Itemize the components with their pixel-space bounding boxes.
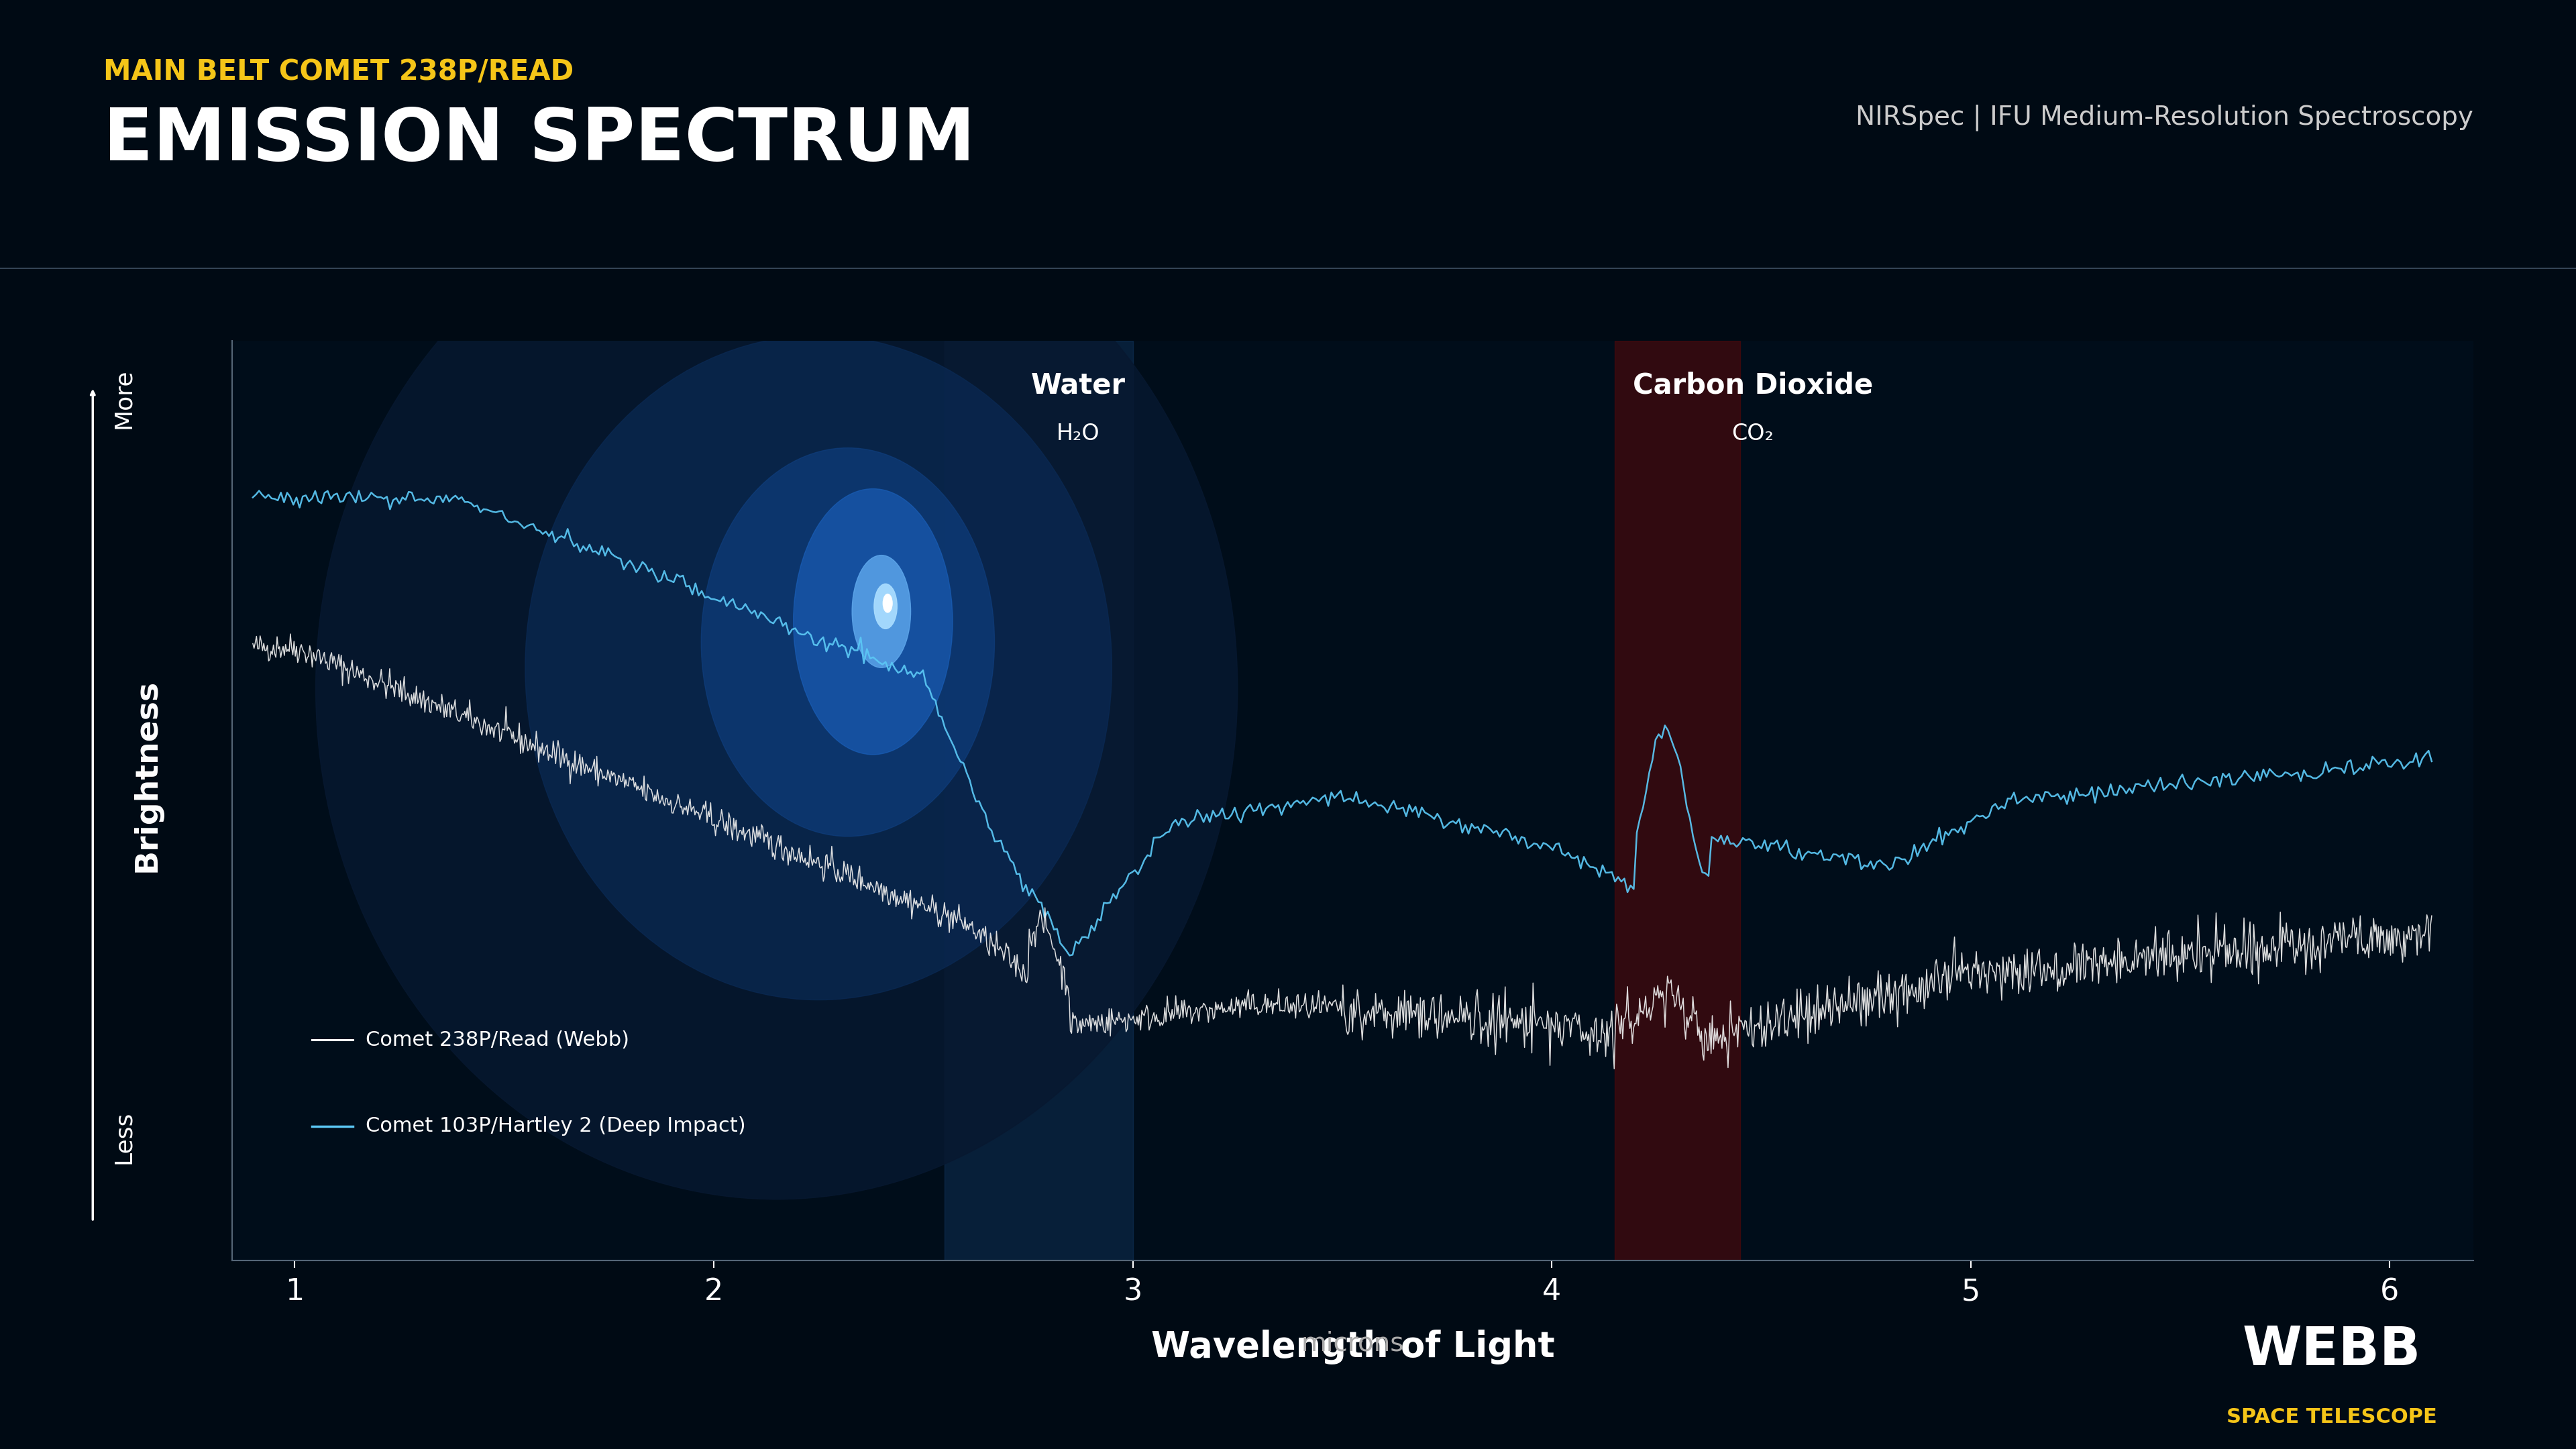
Ellipse shape xyxy=(853,555,909,668)
Text: WEBB: WEBB xyxy=(2241,1324,2421,1377)
Bar xyxy=(943,341,1133,1261)
Text: Water: Water xyxy=(1030,371,1126,400)
Text: Carbon Dioxide: Carbon Dioxide xyxy=(1633,371,1873,400)
Text: Less: Less xyxy=(113,1111,134,1164)
Text: CO₂: CO₂ xyxy=(1731,423,1772,445)
Bar xyxy=(1615,341,1739,1261)
Text: H₂O: H₂O xyxy=(1056,423,1100,445)
Text: Comet 238P/Read (Webb): Comet 238P/Read (Webb) xyxy=(366,1030,629,1051)
Ellipse shape xyxy=(884,594,891,613)
Text: MAIN BELT COMET 238P/READ: MAIN BELT COMET 238P/READ xyxy=(103,58,574,85)
Text: EMISSION SPECTRUM: EMISSION SPECTRUM xyxy=(103,104,974,175)
Text: SPACE TELESCOPE: SPACE TELESCOPE xyxy=(2226,1407,2437,1427)
Text: Brightness: Brightness xyxy=(131,678,162,872)
Ellipse shape xyxy=(793,488,953,755)
Ellipse shape xyxy=(317,177,1236,1200)
X-axis label: Wavelength of Light: Wavelength of Light xyxy=(1151,1330,1553,1365)
Ellipse shape xyxy=(873,584,896,629)
Text: microns: microns xyxy=(1301,1330,1404,1356)
Text: Comet 103P/Hartley 2 (Deep Impact): Comet 103P/Hartley 2 (Deep Impact) xyxy=(366,1116,744,1136)
Text: More: More xyxy=(113,368,134,429)
Text: NIRSpec | IFU Medium-Resolution Spectroscopy: NIRSpec | IFU Medium-Resolution Spectros… xyxy=(1855,104,2473,130)
Ellipse shape xyxy=(526,335,1110,1000)
Ellipse shape xyxy=(701,448,994,836)
